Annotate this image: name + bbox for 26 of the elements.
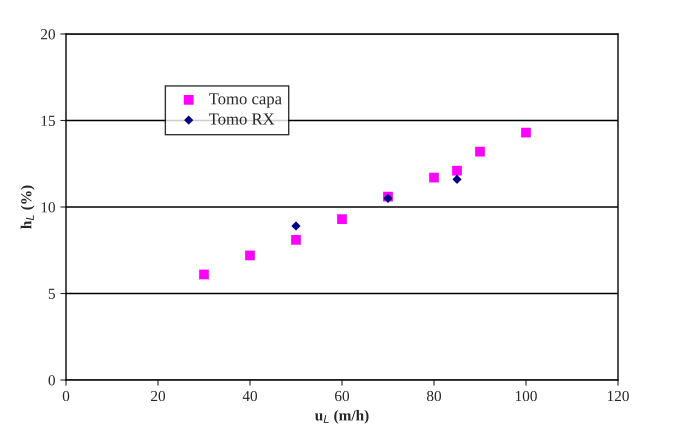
x-tick-label: 20 [151,390,166,402]
point [291,235,301,245]
x-tick-label: 60 [335,390,350,402]
x-tick-label: 40 [242,390,258,402]
y-axis-title: h$_{L}$ (%) [20,186,35,229]
point [199,270,209,280]
point [337,214,347,224]
x-tick-label: 100 [516,390,537,402]
point [475,146,485,156]
point [521,128,531,138]
x-tick-label: 120 [608,390,629,402]
y-tick-label: 15 [42,116,55,126]
x-tick-label: 0 [62,390,70,402]
point [452,166,462,176]
x-tick-label: 80 [426,390,442,402]
point [452,174,462,184]
point [291,221,301,231]
legend-label: Tomo capa [208,93,282,108]
y-tick-label: 0 [48,375,55,386]
y-tick-label: 20 [40,29,55,40]
y-tick-label: 5 [48,288,55,299]
y-tick-label: 10 [42,202,55,212]
x-axis-title: u$_{L}$ (m/h) [314,410,369,424]
point [245,250,255,260]
legend-label: Tomo RX [208,114,274,125]
point [429,172,439,182]
